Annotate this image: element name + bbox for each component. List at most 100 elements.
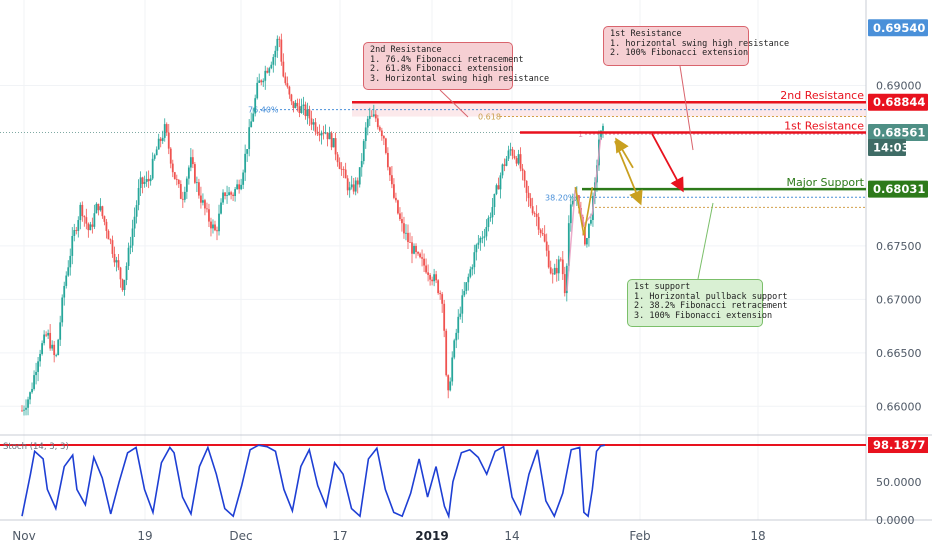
candle-body [529,198,532,207]
candle-body [342,169,345,171]
candle-body [586,238,588,245]
candle-body [590,219,592,224]
candle-body [191,157,194,165]
candle-body [370,115,373,117]
note-connector [697,202,714,280]
candle-body [212,224,214,229]
candle-body [521,168,524,171]
candle-body [563,274,566,294]
note-line: 1. horizontal swing high resistance [610,38,790,49]
candle-body [230,192,232,195]
candle-body [423,258,425,266]
candle-body [89,224,92,231]
candle-body [65,275,68,286]
candle-body [382,136,385,139]
candle-body [360,161,363,168]
candle-body [35,371,37,376]
candle-body [421,257,423,259]
price-tick-label: 0.66000 [876,400,922,413]
candle-body [320,132,323,136]
candle-body [31,388,33,393]
candle-body [256,82,259,99]
price-tag-value: 0.68031 [873,182,925,196]
candle-body [300,105,303,114]
candle-body [246,149,249,154]
candle-body [55,355,58,356]
candle-body [181,198,184,200]
candle-body [87,223,90,231]
candle-body [493,193,496,208]
candle-body [258,80,261,83]
candle-body [113,253,116,263]
candle-body [495,185,498,194]
candle-body [419,253,421,258]
candle-body [368,115,371,119]
candle-body [103,216,106,222]
candle-body [489,217,492,219]
candle-body [57,339,60,356]
candle-body [165,124,168,133]
candle-body [198,182,200,196]
candle-body [248,127,251,150]
candle-body [362,141,365,162]
candle-body [200,195,202,203]
price-tag [868,139,906,157]
candle-body [519,154,522,169]
candle-body [407,232,409,243]
candle-body [59,322,62,340]
candle-body [527,192,530,199]
projection-arrow [651,133,684,193]
candle-body [555,267,558,274]
candle-body [304,104,307,117]
candle-body [314,122,317,132]
candle-body [47,332,50,336]
candle-body [51,344,54,349]
candle-body [433,274,436,282]
candle-body [131,228,134,246]
candle-body [224,192,226,196]
candle-body [33,375,35,389]
candle-body [588,223,590,239]
time-tick-label: 17 [332,529,347,543]
candle-body [545,241,548,251]
candle-body [175,179,178,180]
candle-body [85,217,88,224]
candle-body [135,205,138,217]
candle-body [270,64,273,69]
candle-body [467,276,470,283]
candle-body [559,259,562,261]
candle-body [437,280,440,294]
candle-body [53,344,56,356]
candle-body [358,167,361,185]
candle-body [479,238,482,243]
time-tick-label: 2019 [415,529,448,543]
candle-body [27,399,29,408]
candle-body [222,192,224,203]
candle-body [220,202,222,214]
candle-body [77,220,80,231]
price-tag [868,180,928,198]
candle-body [214,224,216,231]
level-label: Major Support [786,176,864,189]
candle-body [284,76,287,84]
candle-body [326,132,329,140]
oscillator-tick-label: 0.0000 [876,514,915,527]
price-tag-value: 0.68561 [873,125,925,139]
candle-body [169,148,172,164]
candle-body [218,213,220,232]
candle-body [63,285,66,298]
candle-body [254,98,257,114]
candle-body [288,86,291,95]
candle-body [455,332,458,341]
candle-body [602,125,604,131]
pullback-arrow-back [615,137,634,169]
candle-body [149,178,152,182]
candle-body [115,260,118,263]
candle-body [240,184,243,190]
candle-body [286,83,289,87]
candle-body [600,130,602,140]
candle-body [167,132,170,149]
candle-body [244,153,247,173]
